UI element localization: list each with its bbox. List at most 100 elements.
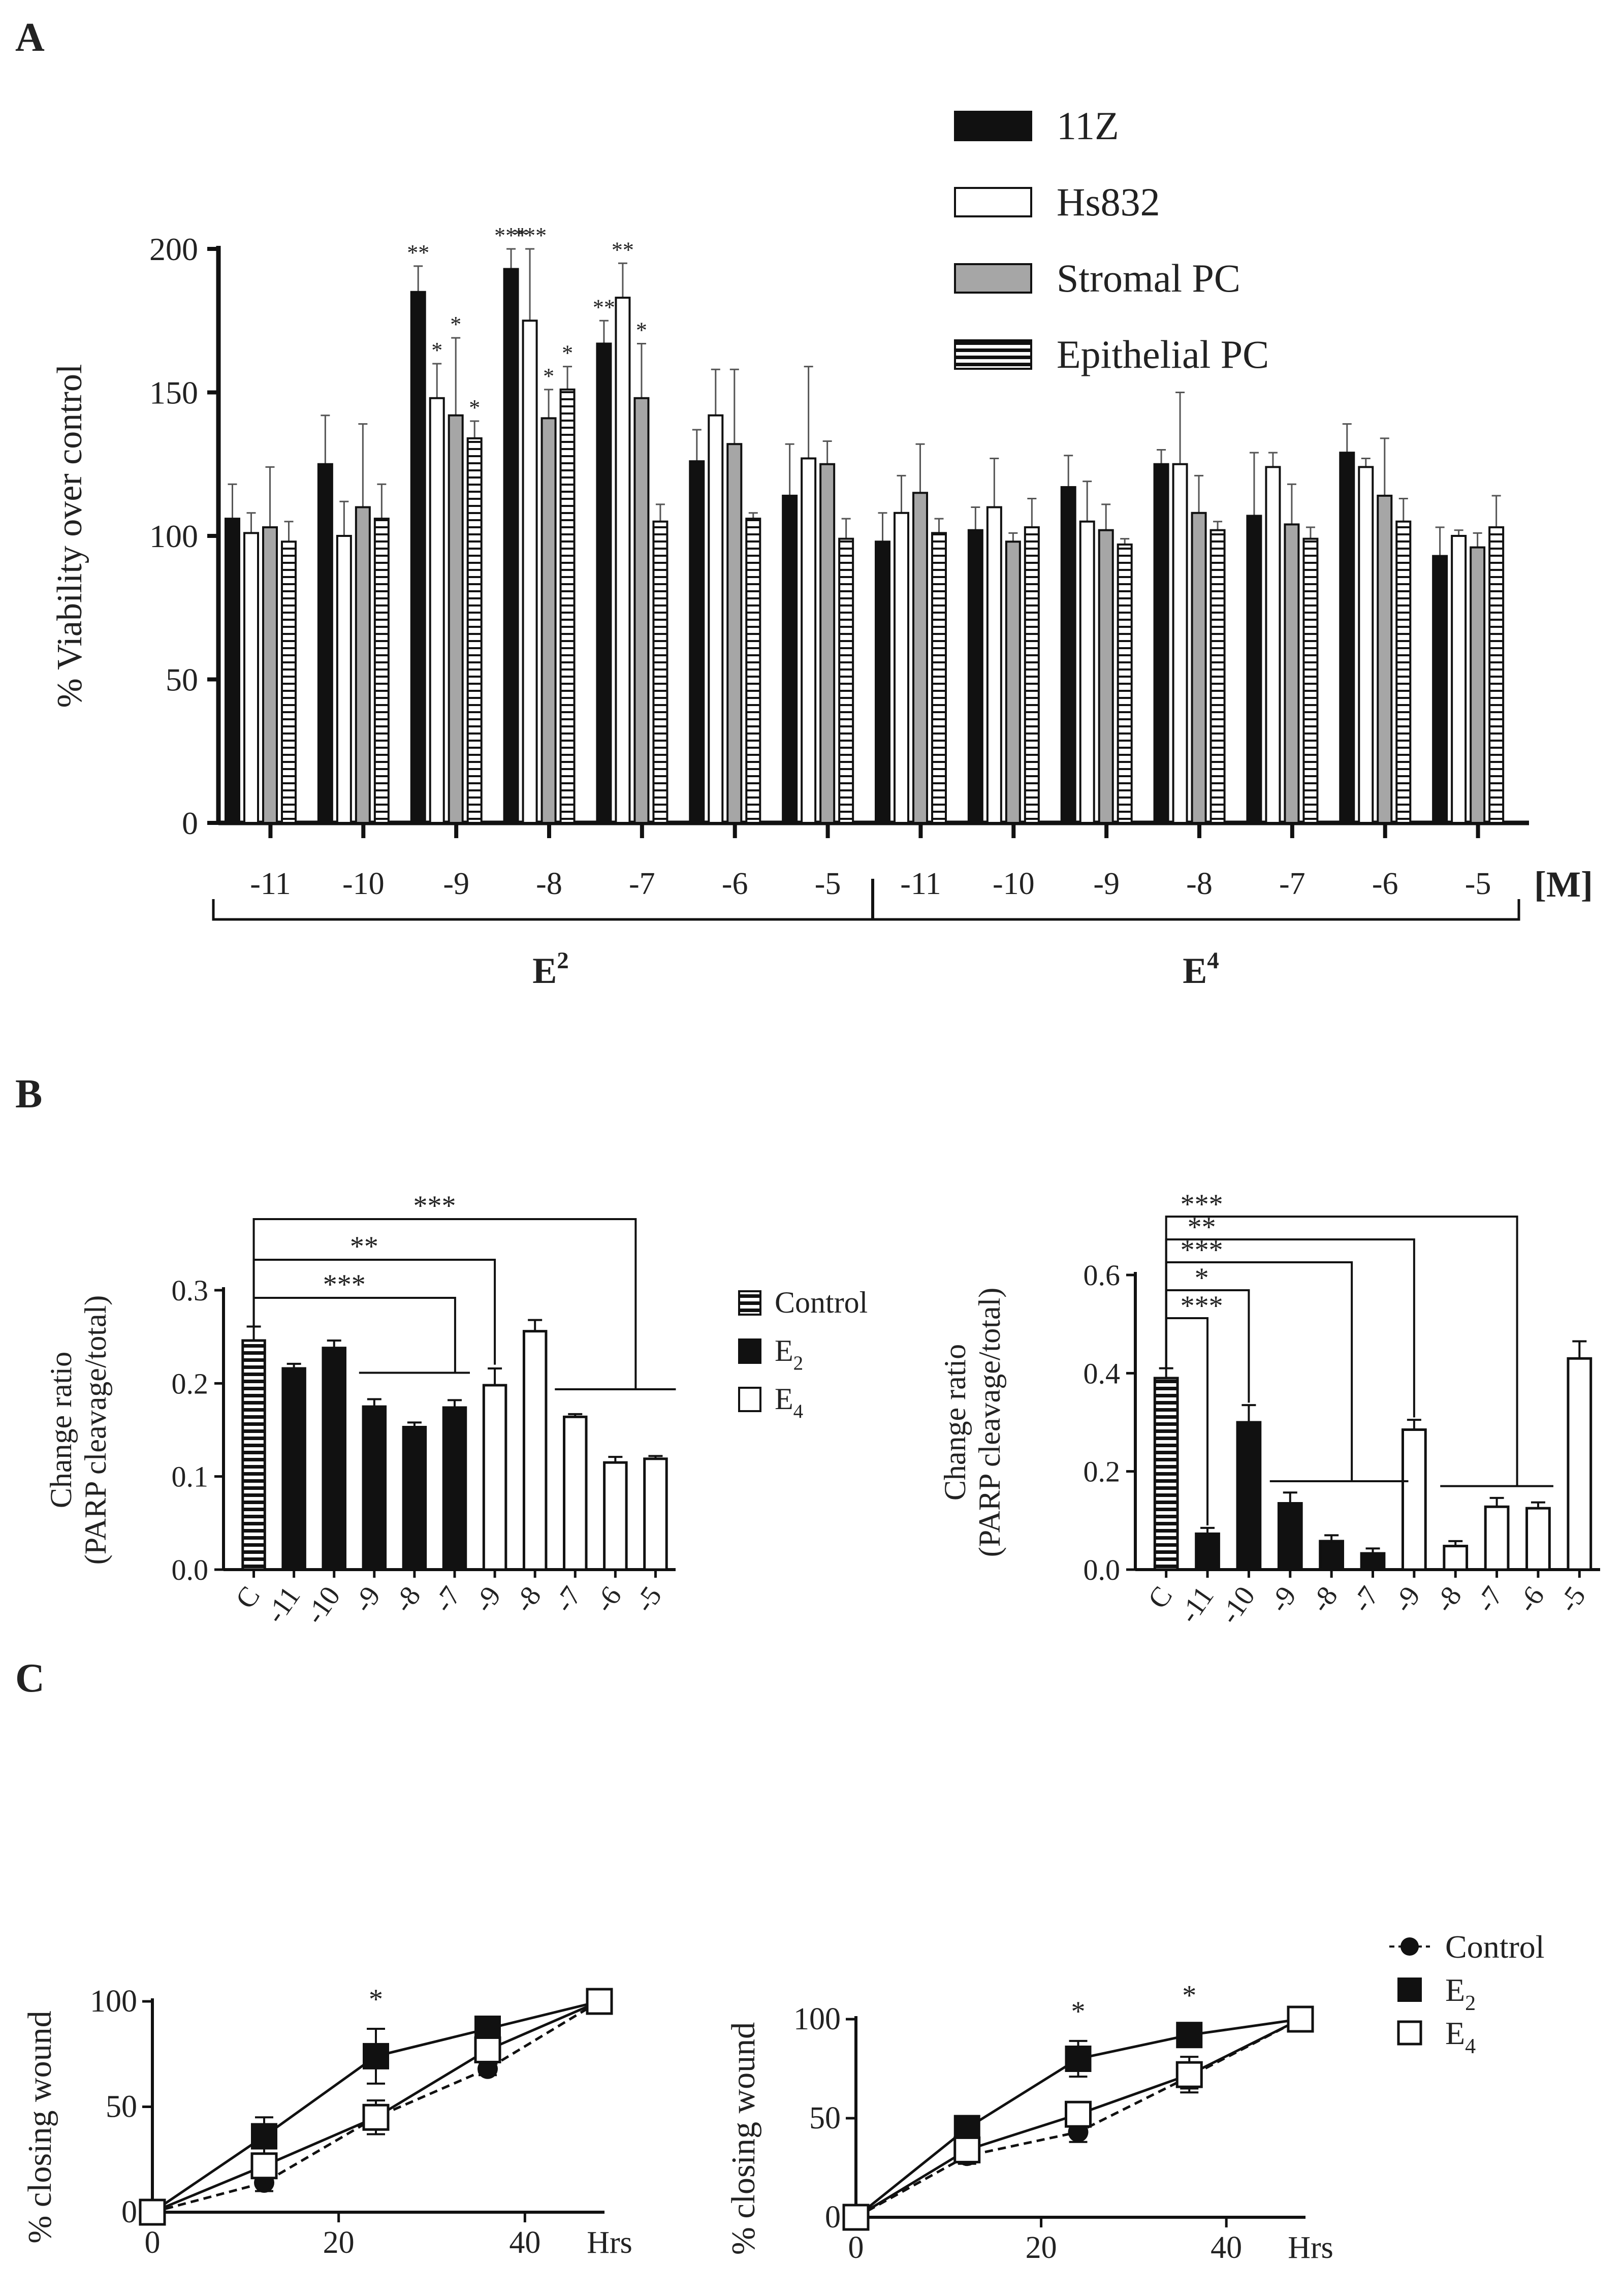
bar-a bbox=[1005, 540, 1021, 824]
bar-a bbox=[912, 492, 928, 824]
y-tick-label-b: 0.6 bbox=[1084, 1259, 1121, 1292]
x-tick-label-a: -6 bbox=[1372, 867, 1398, 901]
significance-star-a: ** bbox=[612, 237, 634, 262]
x-tick-label-a: -5 bbox=[815, 867, 841, 901]
group-bracket-a bbox=[212, 899, 1520, 921]
x-tick-label-c: 20 bbox=[323, 2225, 355, 2260]
bar-a bbox=[931, 532, 947, 824]
y-tick-label-b: 0.2 bbox=[1084, 1455, 1121, 1488]
x-tick-label-a: -11 bbox=[900, 867, 941, 901]
x-tick-label-b: -9 bbox=[1387, 1581, 1427, 1618]
bar-a bbox=[726, 443, 743, 824]
bar-a bbox=[1488, 526, 1505, 824]
panel-c-left-chart: 0 50 100 0 20 40 Hrs % closing wound * bbox=[21, 1984, 632, 2260]
point-e2 bbox=[363, 2043, 389, 2069]
legend-swatch-b bbox=[738, 1290, 761, 1316]
y-axis-label-b: (PARP cleavage/total) bbox=[79, 1295, 112, 1565]
bar-a bbox=[1377, 494, 1393, 824]
significance-star-a: ** bbox=[407, 240, 429, 265]
panel-b-legend: Control E2 E4 bbox=[738, 1286, 868, 1422]
legend-swatch-a bbox=[954, 263, 1032, 294]
y-axis-label-c: % closing wound bbox=[725, 2022, 762, 2255]
bar-a bbox=[1024, 526, 1040, 824]
bar-b bbox=[1360, 1552, 1386, 1571]
bar-a bbox=[801, 457, 817, 824]
bar-a bbox=[1191, 512, 1207, 824]
y-tick-label-a: 0 bbox=[182, 805, 198, 841]
bar-a bbox=[1117, 543, 1133, 824]
legend-label-c: Control bbox=[1445, 1929, 1545, 1965]
bar-a bbox=[967, 529, 983, 824]
legend-label-a: Epithelial PC bbox=[1057, 332, 1269, 376]
point-e4 bbox=[1065, 2100, 1092, 2128]
significance-star-b: *** bbox=[323, 1269, 366, 1300]
legend-swatch-a bbox=[954, 339, 1032, 370]
point-e4 bbox=[1175, 2061, 1203, 2088]
bar-a bbox=[782, 494, 798, 824]
bar-a bbox=[1284, 523, 1300, 824]
legend-marker-c bbox=[1397, 2020, 1422, 2046]
bar-a bbox=[596, 342, 612, 824]
x-tick-label-b: -11 bbox=[1173, 1581, 1220, 1629]
bar-a bbox=[1079, 520, 1095, 824]
bar-a bbox=[373, 518, 390, 824]
y-tick-label-c: 0 bbox=[121, 2195, 137, 2229]
significance-bracket-b bbox=[252, 1218, 637, 1389]
x-tick-label-a: -7 bbox=[1279, 867, 1305, 901]
bar-a bbox=[615, 297, 631, 824]
x-tick-label-b: -5 bbox=[629, 1581, 668, 1618]
bar-a bbox=[1209, 529, 1226, 824]
bar-b bbox=[442, 1406, 467, 1571]
significance-star-c: * bbox=[1182, 1980, 1196, 2012]
panel-label-c: C bbox=[15, 1656, 45, 1701]
bar-b bbox=[1443, 1545, 1469, 1571]
bar-a bbox=[225, 518, 240, 824]
bar-a bbox=[355, 506, 371, 824]
legend-label-c: E4 bbox=[1445, 2015, 1476, 2058]
y-tick-label-a: 150 bbox=[149, 375, 198, 411]
y-tick-label-b: 0.0 bbox=[172, 1553, 209, 1586]
panel-b-left-chart: 0.0 0.1 0.2 0.3 Change ratio (PARP cleavage/t… bbox=[44, 1190, 676, 1630]
bar-a bbox=[708, 414, 724, 824]
panel-b-right-chart: 0.0 0.2 0.4 0.6 Change ratio (PARP cleavage/t… bbox=[938, 1189, 1600, 1630]
x-tick-label-b: -8 bbox=[1304, 1581, 1344, 1618]
bar-b bbox=[1401, 1428, 1427, 1571]
legend-label-a: Stromal PC bbox=[1057, 256, 1240, 300]
x-axis-label-c: Hrs bbox=[587, 2225, 632, 2260]
y-axis-label-c: % closing wound bbox=[21, 2011, 58, 2243]
bar-a bbox=[1265, 466, 1281, 824]
x-tick-label-b: -8 bbox=[1428, 1581, 1468, 1618]
x-tick-label-b: -8 bbox=[508, 1581, 548, 1618]
x-tick-label-a: -9 bbox=[1093, 867, 1120, 901]
panel-a-chart: 0 50 100 150 200 % Viability over control -11 -… bbox=[50, 104, 1593, 991]
bar-b bbox=[603, 1461, 628, 1571]
x-tick-label-b: -7 bbox=[548, 1581, 588, 1618]
y-tick-label-c: 50 bbox=[809, 2101, 841, 2135]
y-tick-label-b: 0.2 bbox=[172, 1367, 209, 1400]
x-tick-label-c: 0 bbox=[145, 2225, 161, 2260]
y-axis-label-b: Change ratio bbox=[44, 1352, 78, 1508]
x-tick-label-b: -7 bbox=[428, 1581, 467, 1618]
bar-a bbox=[281, 540, 297, 824]
y-tick-label-b: 0.1 bbox=[172, 1460, 209, 1493]
x-tick-label-a: -10 bbox=[993, 867, 1035, 901]
significance-star-a: * bbox=[543, 364, 554, 389]
bar-b bbox=[1277, 1502, 1303, 1571]
legend-label-c: E2 bbox=[1445, 1972, 1476, 2015]
point-e4 bbox=[139, 2198, 166, 2226]
bar-a bbox=[1432, 555, 1448, 824]
bar-b bbox=[1484, 1505, 1510, 1571]
bar-a bbox=[652, 520, 668, 824]
bar-a bbox=[986, 506, 1002, 824]
significance-bracket-b bbox=[252, 1259, 496, 1365]
bar-b bbox=[1319, 1540, 1345, 1571]
x-axis-label-c: Hrs bbox=[1288, 2230, 1333, 2265]
bar-b bbox=[563, 1415, 588, 1571]
bar-a bbox=[819, 463, 836, 824]
bar-b bbox=[402, 1426, 427, 1571]
y-tick-label-a: 200 bbox=[149, 231, 198, 267]
y-axis-label-b: (PARP cleavage/total) bbox=[973, 1288, 1006, 1557]
point-e4 bbox=[586, 1988, 613, 2015]
bar-b bbox=[482, 1384, 507, 1571]
bar-a bbox=[243, 532, 259, 824]
